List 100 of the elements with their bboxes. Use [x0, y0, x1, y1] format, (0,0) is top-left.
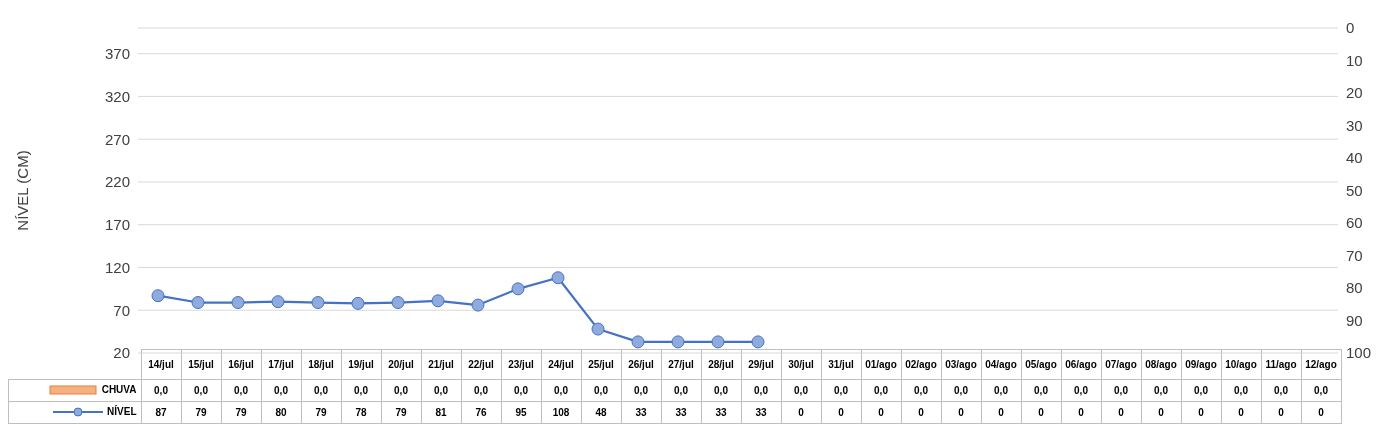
data-label: 0,0	[461, 379, 501, 402]
data-label: 80	[261, 401, 301, 424]
point	[311, 296, 325, 310]
point	[471, 298, 485, 312]
x-tick-label: 09/ago	[1181, 349, 1221, 380]
data-label: 0,0	[1101, 379, 1141, 402]
data-label: 0,0	[301, 379, 341, 402]
data-label: 0,0	[821, 379, 861, 402]
data-label: 0,0	[661, 379, 701, 402]
x-tick-label: 01/ago	[861, 349, 901, 380]
x-tick-label: 22/jul	[461, 349, 501, 380]
x-tick-label: 08/ago	[1141, 349, 1181, 380]
x-tick-label: 03/ago	[941, 349, 981, 380]
x-tick-label: 18/jul	[301, 349, 341, 380]
y-tick-label: 70	[113, 301, 130, 319]
x-tick-label: 07/ago	[1101, 349, 1141, 380]
x-tick-label: 21/jul	[421, 349, 461, 380]
x-tick-label: 05/ago	[1021, 349, 1061, 380]
data-label: 76	[461, 401, 501, 424]
data-label: 0,0	[1181, 379, 1221, 402]
data-label: 0,0	[741, 379, 781, 402]
data-label: 79	[181, 401, 221, 424]
data-label: 0,0	[261, 379, 301, 402]
data-label: 95	[501, 401, 541, 424]
data-label: 0,0	[501, 379, 541, 402]
y2-tick-label: 60	[1346, 214, 1363, 232]
y2-tick-label: 90	[1346, 311, 1363, 329]
point	[751, 335, 765, 349]
y2-tick-label: 20	[1346, 84, 1363, 102]
data-label: 0,0	[701, 379, 741, 402]
data-label: 0,0	[901, 379, 941, 402]
x-tick-label: 02/ago	[901, 349, 941, 380]
point	[671, 335, 685, 349]
x-tick-label: 24/jul	[541, 349, 581, 380]
data-label: 33	[741, 401, 781, 424]
data-label: 33	[701, 401, 741, 424]
data-label: 79	[221, 401, 261, 424]
data-label: 33	[661, 401, 701, 424]
data-label: 0,0	[1261, 379, 1301, 402]
data-label: 0,0	[1301, 379, 1341, 402]
x-tick-label: 15/jul	[181, 349, 221, 380]
point	[591, 322, 605, 336]
data-label: 48	[581, 401, 621, 424]
y2-tick-label: 50	[1346, 181, 1363, 199]
x-tick-label: 10/ago	[1221, 349, 1261, 380]
data-label: 79	[381, 401, 421, 424]
x-tick-label: 20/jul	[381, 349, 421, 380]
x-tick-label: 29/jul	[741, 349, 781, 380]
text: 0	[1278, 407, 1284, 418]
data-label: 0,0	[1021, 379, 1061, 402]
text: 0	[1078, 407, 1084, 418]
point	[271, 295, 285, 309]
text: 0	[878, 407, 884, 418]
x-tick-label: 23/jul	[501, 349, 541, 380]
y-tick-label: 270	[104, 130, 130, 148]
point	[711, 335, 725, 349]
y2-tick-label: 0	[1346, 19, 1355, 37]
data-label: 87	[141, 401, 181, 424]
data-label: 78	[341, 401, 381, 424]
y-tick-label: 370	[104, 44, 130, 62]
text: 0	[918, 407, 924, 418]
x-tick-label: 06/ago	[1061, 349, 1101, 380]
y-tick-label: 20	[113, 344, 130, 362]
x-tick-label: 27/jul	[661, 349, 701, 380]
y2-tick-label: 80	[1346, 279, 1363, 297]
x-tick-label: 12/ago	[1301, 349, 1341, 380]
x-tick-label: 31/jul	[821, 349, 861, 380]
data-label: 108	[541, 401, 581, 424]
data-label: 0,0	[541, 379, 581, 402]
y2-tick-label: 100	[1346, 344, 1372, 362]
x-tick-label: 28/jul	[701, 349, 741, 380]
data-label: 0,0	[1141, 379, 1181, 402]
data-label: 0,0	[581, 379, 621, 402]
point	[191, 296, 205, 310]
legend-label: NÍVEL	[107, 406, 137, 417]
point	[151, 289, 165, 303]
data-label: 79	[301, 401, 341, 424]
x-tick-label: 11/ago	[1261, 349, 1301, 380]
x-tick-label: 17/jul	[261, 349, 301, 380]
y-tick-label: 170	[104, 216, 130, 234]
legend-label: CHUVA	[101, 384, 137, 396]
y-axis-title: NÍVEL (CM)	[14, 150, 32, 231]
data-label: 0,0	[341, 379, 381, 402]
y2-tick-label: 30	[1346, 116, 1363, 134]
y-tick-label: 120	[104, 258, 130, 276]
point	[231, 296, 245, 310]
point	[551, 271, 565, 285]
x-tick-label: 14/jul	[141, 349, 181, 380]
point	[391, 296, 405, 310]
point	[631, 335, 645, 349]
point	[351, 296, 365, 310]
text: 0	[1198, 407, 1204, 418]
x-tick-label: 16/jul	[221, 349, 261, 380]
data-label: 0,0	[781, 379, 821, 402]
text: 0	[1118, 407, 1124, 418]
text: 0	[1318, 407, 1324, 418]
data-label: 0,0	[981, 379, 1021, 402]
data-label: 0,0	[1061, 379, 1101, 402]
y-tick-label: 320	[104, 87, 130, 105]
text: 0	[1238, 407, 1244, 418]
